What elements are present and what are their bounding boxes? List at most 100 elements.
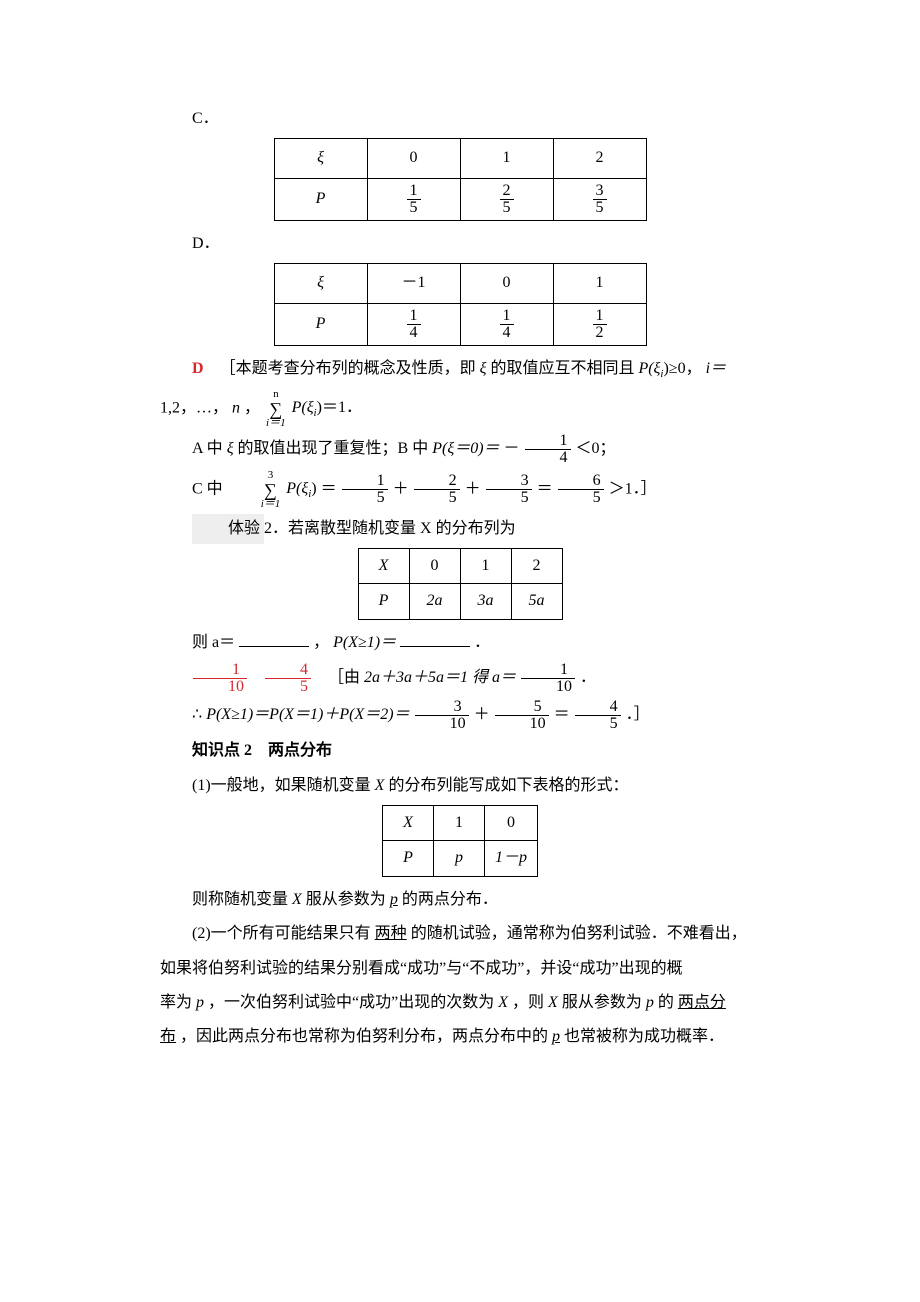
plus: ＋ — [474, 706, 490, 723]
x-var: X — [292, 891, 302, 908]
text: C 中 — [192, 480, 227, 497]
text: ，则 — [512, 994, 548, 1011]
answer-lineA: A 中 ξ 的取值出现了重复性；B 中 P(ξ＝0)＝ － 14 ＜0； — [160, 433, 760, 466]
text: 若离散型随机变量 X 的分布列为 — [288, 520, 516, 537]
therefore: ∴ — [192, 706, 202, 723]
p-underline: p — [552, 1028, 560, 1045]
cell: P — [274, 178, 367, 220]
sum-icon: n ∑ i＝1 — [266, 389, 286, 429]
text: ＜0； — [576, 440, 616, 457]
cell: p — [433, 841, 484, 876]
ans1: 110 — [193, 662, 247, 695]
cell: 2 — [553, 139, 646, 178]
sum-icon: 3 ∑ i＝1 — [229, 470, 281, 510]
cell: 14 — [367, 303, 460, 345]
cell: P — [358, 584, 409, 619]
p-underline: p — [390, 891, 398, 908]
frac: 45 — [575, 699, 621, 732]
cell: X — [358, 549, 409, 584]
ans2: 45 — [265, 662, 311, 695]
math: P(ξ＝0)＝ — [432, 440, 499, 457]
table-row: X 0 1 2 — [358, 549, 562, 584]
table-row: P p 1－p — [382, 841, 537, 876]
cell: X — [382, 805, 433, 840]
p-var: p — [646, 994, 654, 1011]
text: 服从参数为 — [562, 994, 646, 1011]
math: P(ξi) — [286, 480, 316, 497]
frac: 35 — [486, 473, 532, 506]
cell: 15 — [367, 178, 460, 220]
cell: 1 — [460, 549, 511, 584]
cell: P — [274, 303, 367, 345]
math: P(ξi)＝1． — [292, 399, 362, 416]
kp2-line4: 如果将伯努利试验的结果分别看成“成功”与“不成功”，并设“成功”出现的概 — [160, 954, 760, 984]
text: ．］ — [626, 706, 650, 723]
table-row: P 2a 3a 5a — [358, 584, 562, 619]
text: 的取值应互不相同且 — [490, 360, 638, 377]
x-var: X — [548, 994, 558, 1011]
math: 2a＋3a＋5a＝1 得 a＝ — [364, 669, 516, 686]
cell: 25 — [460, 178, 553, 220]
text: 的取值出现了重复性；B 中 — [238, 440, 433, 457]
cell: 2a — [409, 584, 460, 619]
text: 的 — [658, 994, 674, 1011]
text: ［本题考查分布列的概念及性质，即 — [220, 360, 480, 377]
frac: 15 — [342, 473, 388, 506]
cell: 2 — [511, 549, 562, 584]
table-row: P 15 25 35 — [274, 178, 646, 220]
text: 也常被称为成功概率． — [564, 1028, 724, 1045]
cell: 1 — [553, 264, 646, 303]
text: ，因此两点分布也常称为伯努利分布，两点分布中的 — [180, 1028, 552, 1045]
option-c-label: C． — [160, 104, 760, 134]
text: A 中 — [192, 440, 227, 457]
kp2-line2: 则称随机变量 X 服从参数为 p 的两点分布． — [160, 885, 760, 915]
kp2-heading: 知识点 2 两点分布 — [160, 736, 760, 766]
tiyan2-answer: 110 45 ［由 2a＋3a＋5a＝1 得 a＝ 110 ． — [160, 662, 760, 695]
text: 的两点分布． — [402, 891, 498, 908]
two-kinds-underline: 两种 — [375, 925, 407, 942]
two-point-underline: 两点分 — [678, 994, 726, 1011]
text: 的随机试验，通常称为伯努利试验．不难看出， — [411, 925, 747, 942]
cell: 0 — [409, 549, 460, 584]
frac: 510 — [495, 699, 549, 732]
text: ， — [313, 634, 329, 651]
tiyan2-stem: 体验2．若离散型随机变量 X 的分布列为 — [160, 514, 760, 544]
text: ． — [474, 634, 490, 651]
text — [208, 360, 216, 377]
tiyan2-sol2: ∴ P(X≥1)＝P(X＝1)＋P(X＝2)＝ 310 ＋ 510 ＝ 45 ．… — [160, 699, 760, 732]
two-point-underline: 布 — [160, 1028, 176, 1045]
text: 的分布列能写成如下表格的形式： — [388, 777, 628, 794]
eq: ＝ — [554, 706, 570, 723]
table-row: P 14 14 12 — [274, 303, 646, 345]
text: ， — [244, 399, 260, 416]
frac: 310 — [415, 699, 469, 732]
x-var: X — [375, 777, 385, 794]
eq: ＝ — [321, 480, 337, 497]
math: P(X≥1)＝ — [333, 634, 396, 651]
cell: －1 — [367, 264, 460, 303]
frac: 110 — [521, 662, 575, 695]
kp2-line5: 率为 p ，一次伯努利试验中“成功”出现的次数为 X ，则 X 服从参数为 p … — [160, 988, 760, 1018]
answer-lineC: C 中 3 ∑ i＝1 P(ξi) ＝ 15 ＋ 25 ＋ 35 ＝ 65 ＞1… — [160, 470, 760, 510]
eq: ＝ — [537, 480, 553, 497]
frac: 25 — [414, 473, 460, 506]
blank — [400, 628, 470, 647]
text: ［由 — [328, 669, 364, 686]
i-var: i＝ — [706, 360, 726, 377]
xi-var: ξ — [227, 440, 234, 457]
text: 则 a＝ — [192, 634, 235, 651]
cell: 5a — [511, 584, 562, 619]
tiyan2-table: X 0 1 2 P 2a 3a 5a — [358, 548, 563, 620]
xi-var: ξ — [480, 360, 487, 377]
frac: 14 — [525, 433, 571, 466]
answer-line1: D ［本题考查分布列的概念及性质，即 ξ 的取值应互不相同且 P(ξi)≥0， … — [160, 354, 760, 385]
kp2-table: X 1 0 P p 1－p — [382, 805, 538, 877]
answer-letter: D — [192, 360, 204, 377]
cell: 1 — [460, 139, 553, 178]
tiyan2-fill: 则 a＝ ， P(X≥1)＝ ． — [160, 628, 760, 658]
p-var: p — [196, 994, 204, 1011]
cell: 1－p — [484, 841, 537, 876]
math: P(ξi)≥0， — [638, 360, 701, 377]
cell: 14 — [460, 303, 553, 345]
option-d-table: ξ －1 0 1 P 14 14 12 — [274, 263, 647, 345]
